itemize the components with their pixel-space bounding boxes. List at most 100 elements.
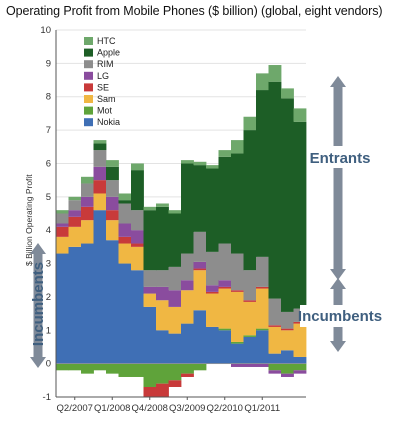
segment-rim-q3-2008 bbox=[131, 210, 144, 231]
segment-apple-q4-2008 bbox=[143, 210, 157, 271]
segment-htc-q4-2011 bbox=[293, 108, 307, 122]
segment-lg-q4-2010 bbox=[243, 363, 257, 367]
segment-sam-q3-2007 bbox=[81, 220, 94, 244]
annotations: Entrants Incumbents Incumbents bbox=[30, 76, 382, 368]
segment-nokia-q3-2008 bbox=[131, 270, 144, 364]
segment-apple-q3-2010 bbox=[231, 153, 244, 254]
segment-se-q2-2009 bbox=[168, 380, 182, 387]
segment-se-q4-2011 bbox=[293, 321, 307, 324]
segment-mot-q1-2009 bbox=[156, 363, 169, 384]
x-tick-label: Q1/2011 bbox=[244, 403, 280, 414]
segment-rim-q2-2010 bbox=[218, 243, 232, 281]
segment-nokia-q4-2010 bbox=[243, 336, 257, 364]
segment-lg-q2-2010 bbox=[218, 280, 232, 287]
segment-sam-q3-2008 bbox=[131, 246, 144, 271]
segment-htc-q1-2008 bbox=[106, 160, 119, 167]
segment-mot-q3-2011 bbox=[281, 363, 294, 374]
legend-swatch-lg bbox=[84, 71, 93, 80]
segment-nokia-q4-2007 bbox=[93, 210, 107, 364]
segment-sam-q2-2009 bbox=[168, 306, 182, 334]
segment-sam-q1-2008 bbox=[106, 220, 119, 241]
segment-apple-q4-2007 bbox=[93, 143, 107, 151]
segment-nokia-q4-2011 bbox=[293, 356, 307, 364]
segment-se-q4-2010 bbox=[243, 300, 257, 302]
segment-lg-q2-2007 bbox=[68, 210, 82, 217]
segment-nokia-q1-2009 bbox=[156, 330, 169, 364]
segment-rim-q3-2009 bbox=[181, 253, 194, 281]
segment-lg-q2-2008 bbox=[118, 223, 132, 237]
segment-se-q4-2007 bbox=[93, 180, 107, 194]
legend-label-se: SE bbox=[97, 82, 109, 92]
segment-mot-q3-2010 bbox=[231, 341, 244, 344]
legend-swatch-htc bbox=[84, 37, 93, 45]
segment-sam-q4-2007 bbox=[93, 193, 107, 211]
segment-rim-q3-2007 bbox=[81, 183, 94, 197]
segment-htc-q3-2009 bbox=[181, 160, 194, 164]
segment-mot-q2-2011 bbox=[268, 363, 282, 371]
segment-lg-q3-2008 bbox=[131, 230, 144, 244]
segment-mot-q3-2009 bbox=[181, 363, 194, 374]
segment-sam-q1-2007 bbox=[56, 236, 69, 254]
segment-htc-q2-2011 bbox=[268, 65, 282, 82]
segment-se-q2-2008 bbox=[118, 236, 132, 244]
legend-label-htc: HTC bbox=[97, 36, 116, 46]
segment-rim-q2-2007 bbox=[68, 200, 82, 211]
segment-mot-q2-2010 bbox=[218, 328, 232, 331]
segment-nokia-q2-2011 bbox=[268, 353, 282, 364]
segment-lg-q3-2011 bbox=[281, 373, 294, 377]
segment-apple-q3-2008 bbox=[131, 170, 144, 211]
segment-mot-q1-2007 bbox=[56, 363, 69, 371]
segment-sam-q2-2008 bbox=[118, 243, 132, 264]
segment-mot-q1-2011 bbox=[256, 328, 269, 331]
segment-htc-q4-2008 bbox=[143, 206, 157, 211]
x-tick-label: Q4/2008 bbox=[132, 403, 168, 414]
segment-htc-q4-2007 bbox=[93, 140, 107, 144]
segment-apple-q3-2011 bbox=[281, 98, 294, 312]
legend-swatch-nokia bbox=[84, 118, 93, 127]
segment-apple-q4-2010 bbox=[243, 130, 257, 271]
legend-swatch-apple bbox=[84, 48, 93, 57]
segment-lg-q1-2007 bbox=[56, 223, 69, 227]
y-tick-label: 4 bbox=[46, 225, 51, 236]
segment-mot-q1-2008 bbox=[106, 363, 119, 374]
legend-label-lg: LG bbox=[97, 71, 109, 81]
segment-mot-q2-2007 bbox=[68, 363, 82, 371]
segment-mot-q2-2009 bbox=[168, 363, 182, 381]
segment-se-q1-2007 bbox=[56, 226, 69, 237]
segment-se-q1-2009 bbox=[156, 383, 169, 397]
segment-se-q2-2007 bbox=[68, 216, 82, 227]
segment-htc-q1-2010 bbox=[206, 165, 219, 169]
entrants-label-bg bbox=[307, 146, 372, 168]
segment-apple-q4-2009 bbox=[193, 165, 207, 232]
segment-apple-q2-2008 bbox=[118, 200, 132, 204]
segment-mot-q4-2011 bbox=[293, 363, 307, 371]
segment-nokia-q2-2010 bbox=[218, 330, 232, 364]
legend-swatch-rim bbox=[84, 60, 93, 69]
y-tick-label: 5 bbox=[46, 192, 51, 203]
segment-apple-q1-2008 bbox=[106, 166, 119, 181]
segment-nokia-q4-2009 bbox=[193, 310, 207, 364]
segment-htc-q2-2010 bbox=[218, 150, 232, 157]
segment-lg-q1-2009 bbox=[156, 286, 169, 301]
segment-se-q3-2010 bbox=[231, 290, 244, 292]
segment-apple-q2-2009 bbox=[168, 213, 182, 267]
segment-mot-q4-2007 bbox=[93, 363, 107, 371]
segment-htc-q2-2009 bbox=[168, 210, 182, 214]
segment-htc-q4-2009 bbox=[193, 161, 207, 166]
segment-nokia-q2-2008 bbox=[118, 263, 132, 364]
y-tick-label: 0 bbox=[46, 359, 51, 370]
segment-mot-q4-2010 bbox=[243, 335, 257, 337]
segment-se-q3-2011 bbox=[281, 328, 294, 331]
segment-mot-q4-2009 bbox=[193, 363, 207, 371]
segment-htc-q3-2011 bbox=[281, 88, 294, 99]
segment-apple-q1-2009 bbox=[156, 206, 169, 271]
segment-rim-q2-2009 bbox=[168, 266, 182, 291]
y-axis-label: $ Billion Operating Profit bbox=[24, 174, 34, 266]
segment-htc-q3-2007 bbox=[81, 176, 94, 184]
segment-lg-q3-2007 bbox=[81, 196, 94, 207]
segment-se-q1-2008 bbox=[106, 210, 119, 221]
chart-title: Operating Profit from Mobile Phones ($ b… bbox=[6, 4, 383, 18]
legend-swatch-sam bbox=[84, 95, 93, 103]
